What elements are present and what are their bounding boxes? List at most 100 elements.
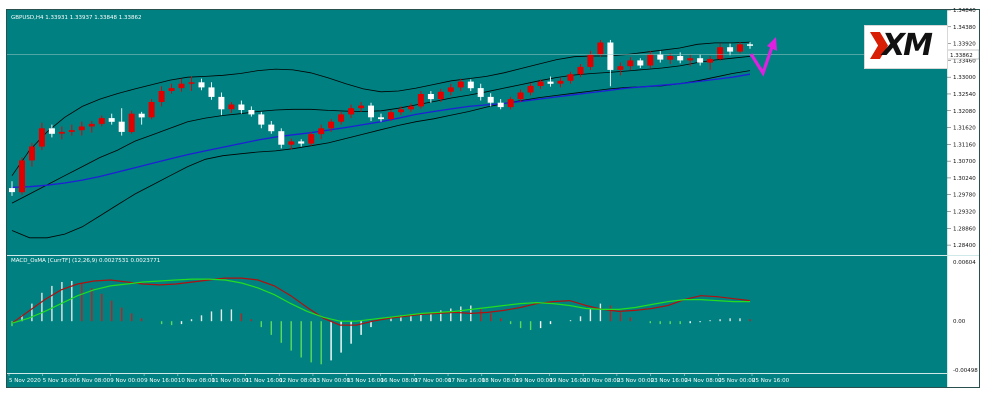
candle-body (318, 128, 325, 135)
candle (637, 58, 644, 69)
candle-body (328, 121, 335, 129)
candle-body (647, 54, 654, 66)
candles (9, 39, 753, 196)
candle-body (737, 44, 743, 52)
price-tick-label: 1.28400 (953, 243, 976, 249)
indicator-pane-background (7, 256, 947, 373)
candle (597, 39, 604, 57)
candle (38, 122, 45, 151)
candle-body (128, 113, 135, 132)
candle (168, 83, 175, 94)
candle (457, 78, 464, 92)
candle-body (597, 42, 604, 55)
candle-body (467, 81, 474, 89)
price-tick-label: 1.30700 (953, 159, 976, 165)
time-tick-label: 12 Nov 08:00 (279, 378, 317, 384)
candle (78, 121, 85, 136)
candle-body (517, 92, 524, 100)
candle (517, 89, 524, 102)
candle-body (417, 94, 424, 107)
candle-body (358, 105, 365, 109)
candle-body (537, 81, 544, 86)
candle (268, 120, 275, 134)
candle (697, 54, 704, 66)
candle-body (278, 131, 285, 145)
candle-body (457, 81, 464, 88)
candle (368, 102, 374, 121)
candle-body (547, 81, 554, 84)
time-tick-label: 25 Nov 00:00 (718, 378, 756, 384)
time-axis-background (7, 373, 947, 387)
price-axis-ticks: 1.34840 1.34380 1.33920 1.33460 1.33000 1.325… (947, 8, 978, 374)
time-tick-label: 13 Nov 16:00 (347, 378, 385, 384)
bollinger-middle-line (11, 56, 751, 204)
candle (128, 110, 135, 134)
price-tick-label: 1.28860 (953, 226, 976, 232)
time-tick-label: 17 Nov 00:00 (414, 378, 452, 384)
candle-body (178, 83, 185, 89)
candle (717, 43, 724, 61)
candle (617, 62, 624, 76)
candle-body (238, 104, 245, 110)
candle (58, 126, 65, 140)
candle (427, 91, 434, 103)
candle-body (747, 44, 753, 46)
candle-body (208, 87, 215, 97)
price-tick-label: 1.29780 (953, 193, 976, 199)
price-tick-label: 1.33460 (953, 58, 976, 64)
candle (437, 88, 444, 102)
candle-body (268, 124, 275, 132)
candle (148, 99, 155, 120)
candle-body (707, 58, 714, 63)
candle-body (58, 131, 65, 134)
time-tick-label: 19 Nov 16:00 (549, 378, 587, 384)
candle (118, 108, 125, 136)
candle-body (667, 56, 674, 60)
price-axis-background (947, 10, 979, 387)
price-tick-label: 1.33920 (953, 42, 976, 48)
candle (577, 64, 584, 78)
candle (407, 103, 414, 112)
candle (19, 157, 25, 195)
time-tick-label: 16 Nov 08:00 (381, 378, 419, 384)
candle (467, 79, 474, 92)
candle-body (577, 66, 584, 75)
price-tick-label: 1.29320 (953, 210, 976, 216)
candle (48, 124, 55, 138)
candle (9, 181, 15, 196)
candle (497, 99, 504, 110)
time-tick-label: 13 Nov 00:00 (313, 378, 351, 384)
price-tick-label: 1.32080 (953, 109, 976, 115)
candle (477, 83, 484, 101)
candle (677, 52, 684, 64)
candle-body (587, 54, 594, 67)
candle-body (617, 66, 624, 70)
candle (298, 139, 305, 147)
price-pane-background (7, 10, 947, 255)
chart-window (6, 9, 980, 388)
candle-body (188, 82, 195, 84)
candle-body (88, 123, 95, 127)
candle-body (108, 118, 115, 122)
candle-body (637, 60, 644, 66)
candle-body (657, 54, 664, 60)
candle (318, 124, 325, 140)
annotation-arrow (749, 37, 777, 77)
time-tick-label: 9 Nov 00:00 (110, 378, 144, 384)
candle (487, 93, 494, 107)
candle (627, 57, 634, 70)
candle-body (19, 160, 25, 193)
time-tick-label: 6 Nov 08:00 (77, 378, 111, 384)
candle (88, 120, 95, 133)
time-tick-label: 23 Nov 00:00 (617, 378, 655, 384)
candle (567, 71, 574, 84)
candle-body (218, 96, 225, 110)
time-tick-label: 17 Nov 16:00 (448, 378, 486, 384)
candle-body (78, 126, 85, 131)
time-axis-ticks: 5 Nov 2020 5 Nov 16:00 6 Nov 08:00 9 Nov 00… (8, 373, 790, 384)
xm-logo-text: XM (882, 28, 933, 63)
candle (657, 50, 664, 63)
time-tick-label: 25 Nov 16:00 (752, 378, 790, 384)
price-tick-label: 1.31620 (953, 126, 976, 132)
